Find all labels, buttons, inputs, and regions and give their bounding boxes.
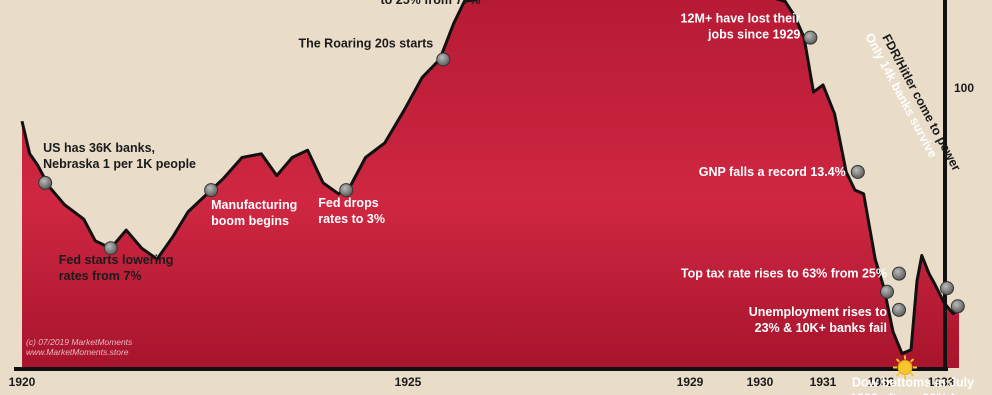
annotation-fed-lowering: rates from 7% — [59, 269, 142, 283]
annotation-fdr-hitler: FDR/Hitler come to power — [879, 32, 963, 174]
annotation-unemployment: 23% & 10K+ banks fail — [755, 321, 887, 335]
annotation-jobs-lost: 12M+ have lost their — [681, 12, 801, 26]
x-tick-label: 1930 — [747, 375, 774, 389]
credit-text: www.MarketMoments.store — [26, 347, 129, 357]
event-marker — [339, 183, 354, 198]
event-marker — [850, 164, 865, 179]
event-marker — [950, 299, 965, 314]
annotation-tax-rate: Top tax rate rises to 63% from 25% — [681, 267, 887, 281]
annotation-dow-bottoms: Dow bottoms in July — [852, 375, 974, 389]
event-marker — [892, 266, 906, 281]
event-marker — [892, 302, 906, 317]
event-marker — [940, 281, 954, 296]
x-tick-label: 1932 — [868, 375, 895, 389]
x-tick-label: 1929 — [677, 375, 704, 389]
x-tick-label: 1925 — [395, 375, 422, 389]
annotation-gnp-falls: GNP falls a record 13.4% — [699, 165, 846, 179]
annotation-us-banks: Nebraska 1 per 1K people — [43, 157, 196, 171]
event-marker — [38, 175, 53, 190]
event-marker — [103, 241, 118, 256]
credit-layer: (c) 07/2019 MarketMomentswww.MarketMomen… — [26, 337, 133, 357]
annotation-jobs-lost: jobs since 1929 — [707, 28, 800, 42]
annotation-us-banks: US has 36K banks, — [43, 141, 155, 155]
event-marker — [880, 284, 894, 299]
credit-text: (c) 07/2019 MarketMoments — [26, 337, 133, 347]
annotation-truncated-top: to 25% from 77% — [381, 0, 481, 7]
annotation-unemployment: Unemployment rises to — [749, 305, 888, 319]
y-tick-label: 100 — [954, 81, 974, 95]
annotation-fed-lowering: Fed starts lowering — [59, 253, 174, 267]
annotation-roaring-20s: The Roaring 20s starts — [298, 36, 433, 50]
x-tick-label: 1920 — [9, 375, 36, 389]
area-layer — [20, 0, 960, 368]
dow-line — [20, 0, 960, 355]
event-marker — [436, 52, 451, 67]
annotation-dow-bottoms: 1932 after a 90% loss — [850, 391, 976, 395]
annotation-manufacturing: Manufacturing — [211, 198, 297, 212]
annotation-fed-drops: Fed drops — [318, 196, 378, 210]
x-tick-label: 1931 — [810, 375, 837, 389]
x-tick-label: 1933 — [928, 375, 955, 389]
annotation-manufacturing: boom begins — [211, 214, 289, 228]
event-marker — [803, 30, 818, 45]
annotation-fed-drops: rates to 3% — [318, 212, 385, 226]
axis-layer: 1920 1925 1929 1930 1931 1932 1933 100 — [9, 0, 974, 389]
sun-icon — [893, 355, 917, 380]
event-marker — [204, 183, 219, 198]
area-fill — [22, 0, 959, 368]
